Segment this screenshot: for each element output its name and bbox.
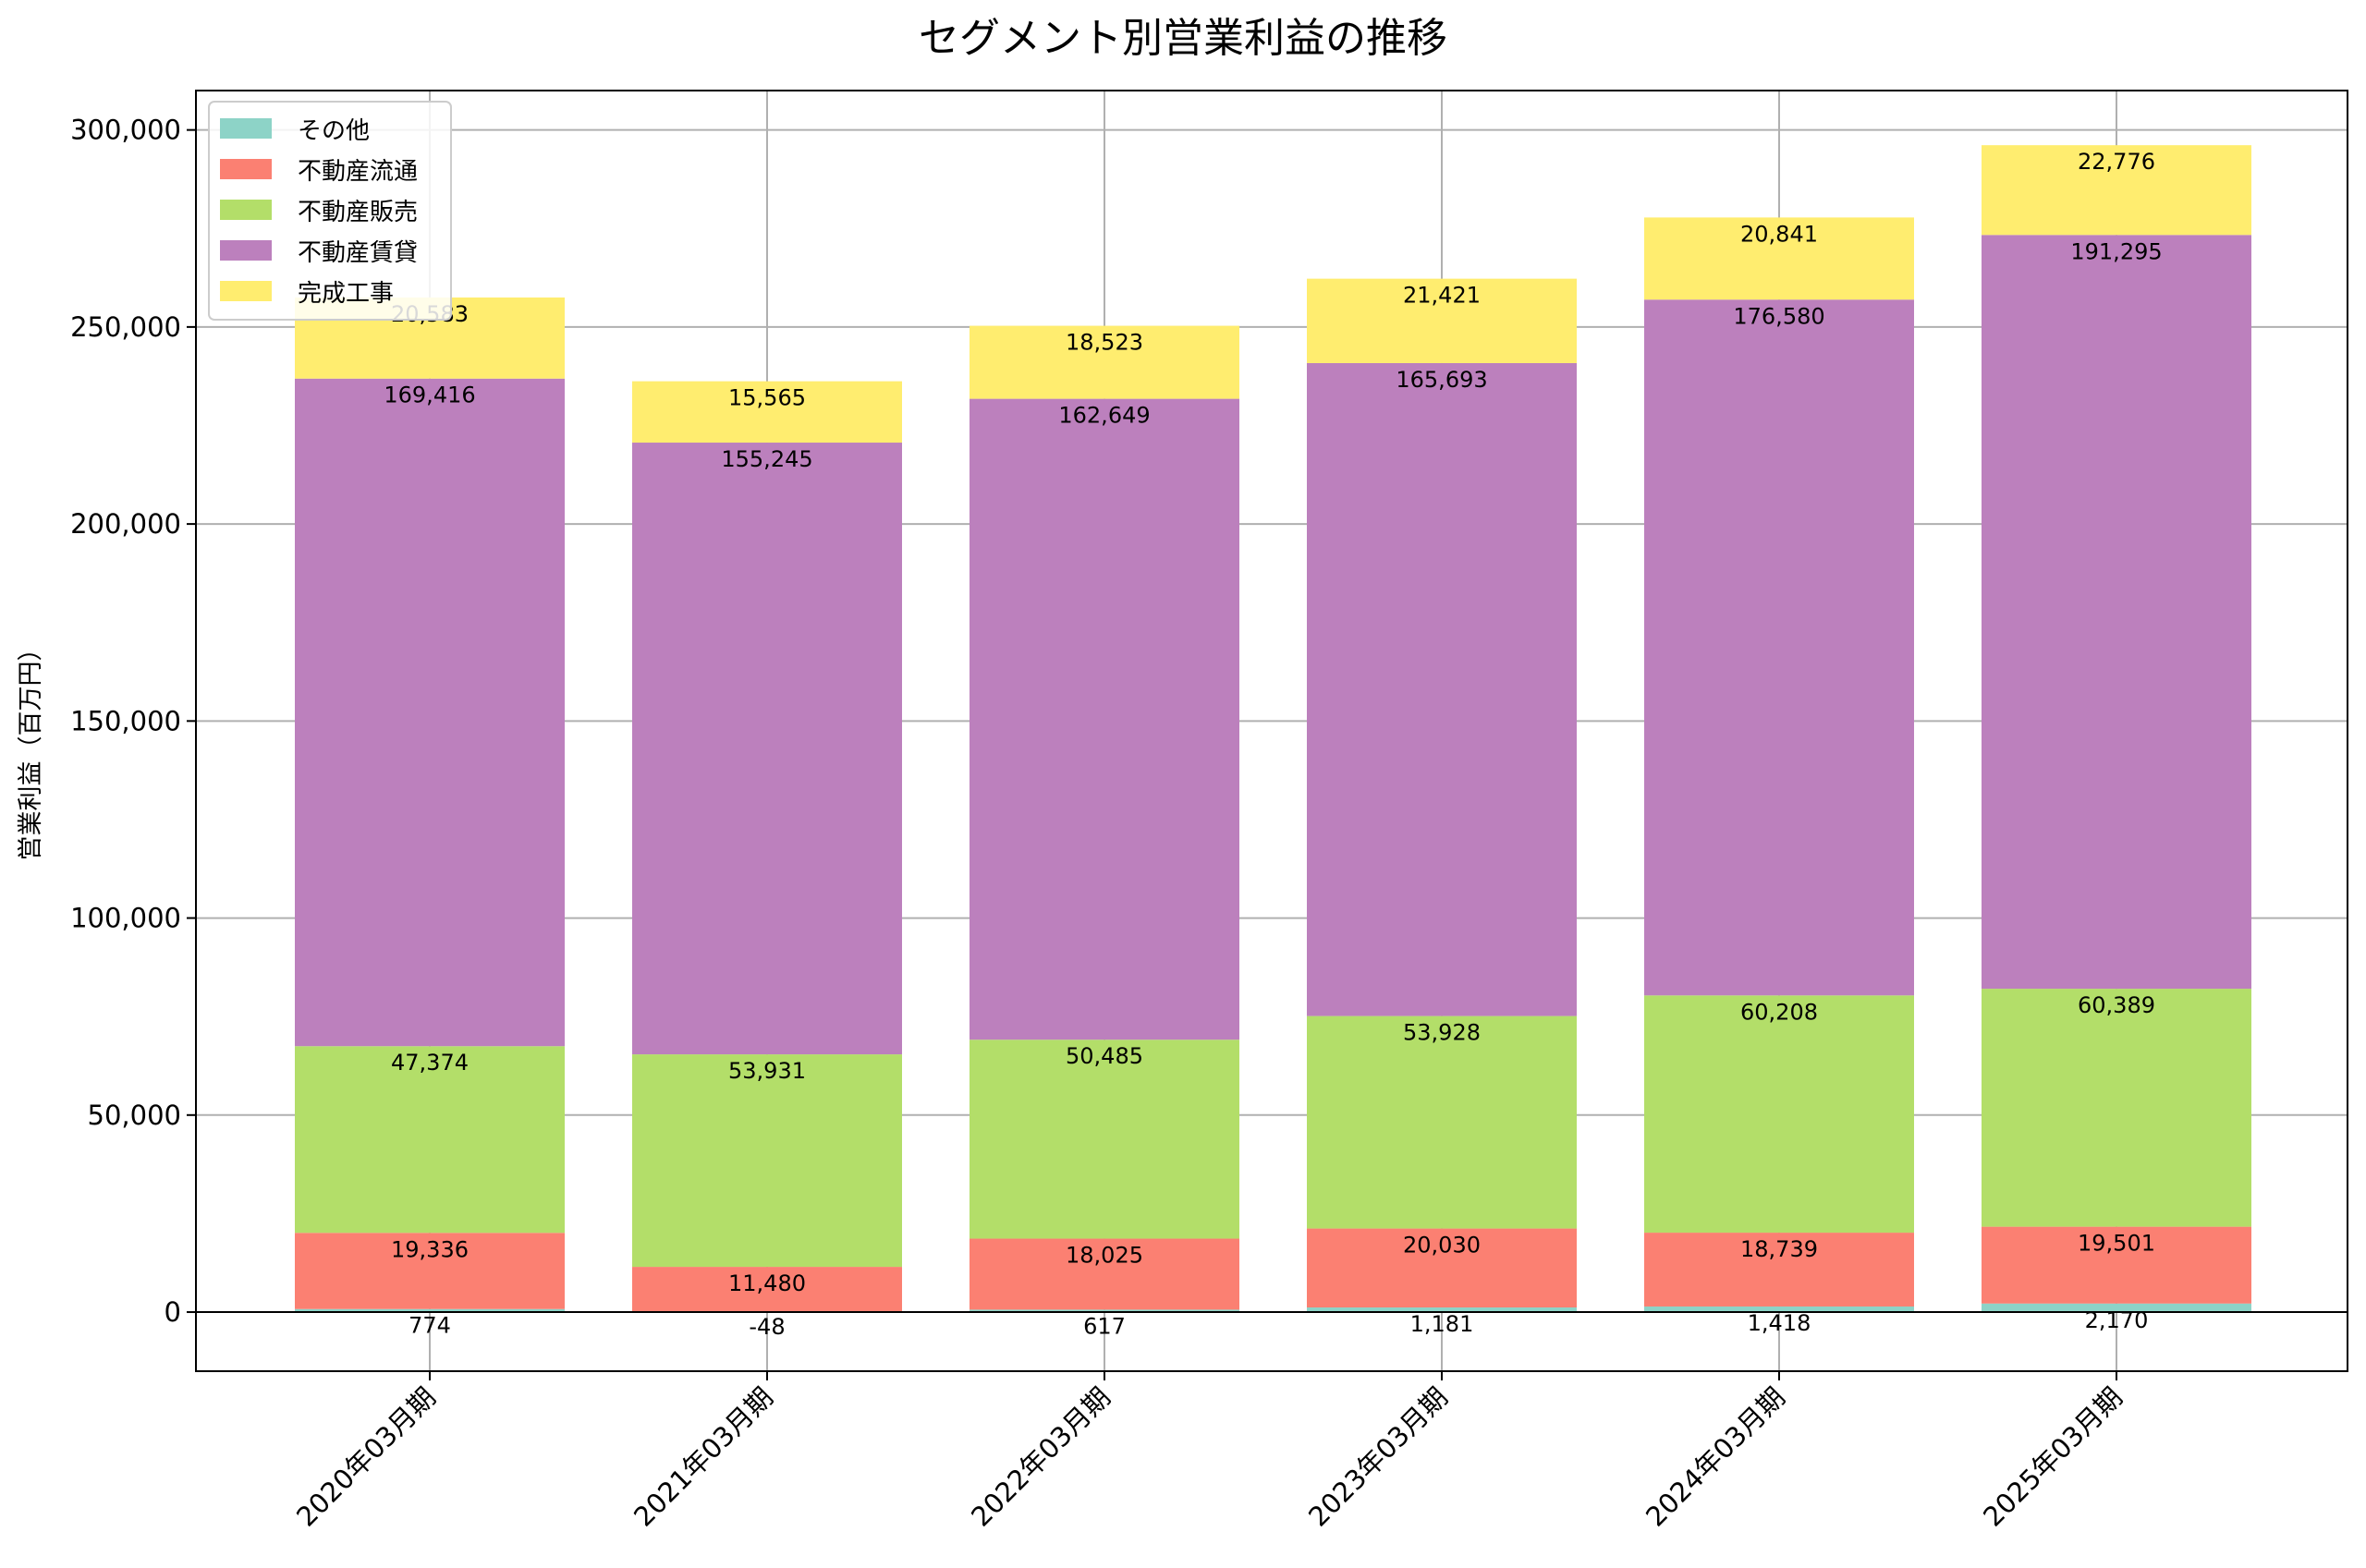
data-label: 2,170	[2085, 1307, 2149, 1333]
legend-label: 完成工事	[298, 280, 394, 308]
x-tick-label: 2023年03月期	[1302, 1381, 1454, 1533]
data-label: 20,841	[1740, 221, 1818, 247]
y-tick-label: 150,000	[70, 705, 181, 736]
data-label: 21,421	[1403, 283, 1481, 309]
bar-segment	[295, 378, 565, 1047]
bar-layer	[295, 145, 2251, 1313]
x-tick-label: 2025年03月期	[1977, 1381, 2128, 1533]
data-label: 176,580	[1733, 303, 1824, 329]
data-label: 162,649	[1058, 403, 1150, 429]
data-label: 20,030	[1403, 1233, 1481, 1258]
y-tick-label: 100,000	[70, 903, 181, 934]
bar-segment	[295, 1046, 565, 1234]
data-label: 60,389	[2078, 992, 2155, 1018]
bar-segment	[1644, 995, 1914, 1234]
legend-label: 不動産流通	[298, 158, 418, 186]
data-label: 19,501	[2078, 1231, 2155, 1257]
legend-swatch	[220, 240, 272, 261]
data-label: 1,181	[1410, 1311, 1474, 1337]
bar-segment	[1644, 299, 1914, 996]
bar-segment	[632, 1267, 902, 1313]
bar-segment	[295, 1233, 565, 1309]
data-label: 53,931	[728, 1058, 806, 1084]
bar-segment	[1644, 217, 1914, 300]
legend-swatch	[220, 159, 272, 179]
bar-segment	[632, 381, 902, 444]
y-axis-label: 営業利益（百万円）	[17, 637, 45, 861]
bar-segment	[970, 325, 1239, 399]
data-label: 169,416	[384, 383, 475, 408]
x-tick-label: 2021年03月期	[628, 1381, 779, 1533]
legend-label: その他	[298, 117, 370, 145]
bar-segment	[1307, 1228, 1577, 1307]
bar-segment	[970, 1309, 1239, 1313]
data-label: -48	[749, 1314, 785, 1340]
data-label: 18,523	[1066, 330, 1143, 356]
data-label: 15,565	[728, 385, 806, 411]
bar-segment	[1644, 1233, 1914, 1307]
bar-segment	[1307, 278, 1577, 363]
y-tick-label: 0	[165, 1296, 181, 1328]
bar-segment	[632, 443, 902, 1055]
legend-label: 不動産販売	[298, 199, 418, 226]
bar-segment	[1307, 362, 1577, 1016]
data-label: 47,374	[391, 1050, 469, 1076]
y-tick-label: 50,000	[88, 1100, 181, 1131]
bar-segment	[295, 1308, 565, 1313]
legend-label: 不動産賃貸	[298, 239, 418, 267]
data-label: 774	[409, 1313, 451, 1339]
y-tick-label: 200,000	[70, 508, 181, 540]
y-tick-label: 250,000	[70, 311, 181, 343]
bar-segment	[1982, 235, 2251, 990]
data-label: 165,693	[1396, 367, 1487, 393]
chart-title: セグメント別営業利益の推移	[919, 15, 1447, 62]
data-label: 19,336	[391, 1236, 469, 1262]
bar-segment	[1307, 1307, 1577, 1313]
y-tick-label: 300,000	[70, 115, 181, 146]
data-label: 60,208	[1740, 999, 1818, 1025]
data-label: 18,739	[1740, 1236, 1818, 1262]
data-label: 1,418	[1748, 1310, 1811, 1336]
bar-segment	[1982, 1226, 2251, 1304]
legend-swatch	[220, 200, 272, 220]
data-label: 50,485	[1066, 1043, 1143, 1069]
x-tick-label: 2022年03月期	[965, 1381, 1116, 1533]
legend-swatch	[220, 281, 272, 301]
bar-segment	[632, 1054, 902, 1268]
data-label: 155,245	[721, 446, 812, 472]
bar-segment	[1982, 989, 2251, 1227]
data-label: 53,928	[1403, 1020, 1481, 1046]
data-label: 191,295	[2070, 238, 2162, 264]
bar-segment	[970, 398, 1239, 1040]
x-tick-label: 2020年03月期	[290, 1381, 442, 1533]
legend-box	[208, 101, 452, 321]
data-label: 18,025	[1066, 1243, 1143, 1269]
data-label: 11,480	[728, 1270, 806, 1296]
data-label-layer: 77419,33647,374169,41620,583-4811,48053,…	[384, 149, 2162, 1340]
bar-segment	[1307, 1015, 1577, 1229]
bar-segment	[970, 1039, 1239, 1239]
bar-segment	[1644, 1306, 1914, 1313]
data-label: 22,776	[2078, 149, 2155, 175]
x-tick-label: 2024年03月期	[1640, 1381, 1791, 1533]
bar-segment	[1982, 145, 2251, 236]
plot-frame	[195, 90, 2348, 1372]
bar-segment	[1982, 1303, 2251, 1313]
data-label: 617	[1083, 1313, 1126, 1339]
legend-swatch	[220, 118, 272, 139]
bar-segment	[970, 1238, 1239, 1310]
